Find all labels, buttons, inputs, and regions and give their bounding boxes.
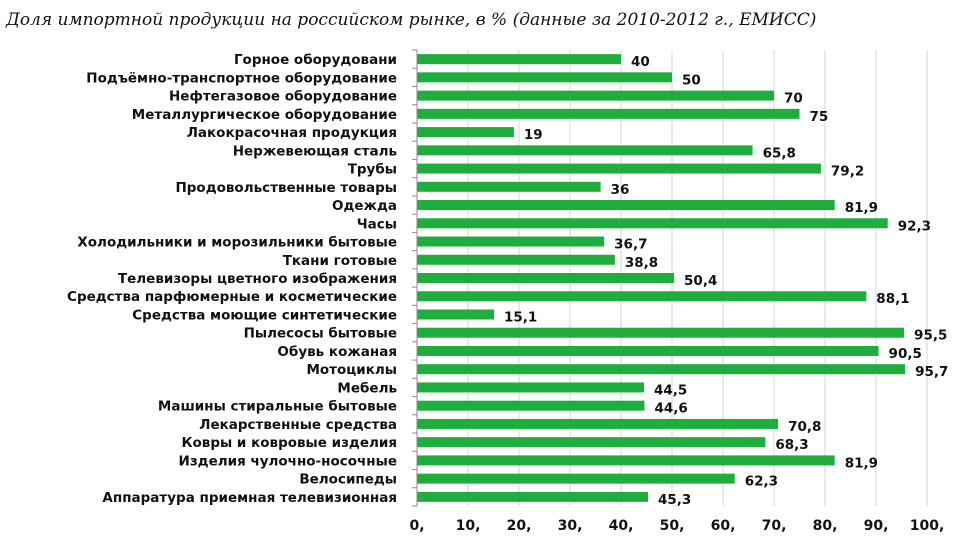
x-tick-label: 100, [910,518,945,534]
bar [417,236,605,247]
category-label: Холодильники и морозильники бытовые [77,235,397,251]
value-label: 50 [682,72,701,88]
category-label: Обувь кожаная [277,344,397,360]
bar [417,345,879,356]
x-tick-label: 0, [409,518,424,534]
bar [417,127,514,138]
value-label: 81,9 [845,455,878,471]
category-label: Подъёмно-транспортное оборудование [86,70,397,86]
bar [417,90,774,101]
bar [417,273,675,283]
value-label: 50,4 [684,273,717,289]
category-label: Трубы [348,162,397,178]
bar [417,200,835,211]
bar [417,491,649,502]
x-tick-label: 90, [864,518,889,534]
bar [417,54,621,65]
bar [417,382,644,393]
bar [417,181,601,192]
category-label: Лекарственные средства [199,417,397,433]
category-label: Горное оборудовани [234,52,397,68]
x-tick-label: 60, [711,518,736,534]
category-label: Средства моющие синтетические [132,307,397,323]
value-label: 90,5 [889,346,922,362]
category-label: Лакокрасочная продукция [187,125,397,141]
category-label: Часы [357,216,397,232]
axes [412,49,418,507]
value-label: 88,1 [876,291,909,307]
x-tick-label: 50, [660,518,685,534]
bar [417,309,495,320]
category-label: Изделия чулочно-носочные [179,453,397,469]
x-axis-tick-labels: 0, 10, 20, 30, 40, 50, 60, 70, 80, 90, 100, [409,518,944,534]
bar [417,108,800,119]
category-label: Телевизоры цветного изображения [118,271,397,287]
category-label: Велосипеды [299,472,397,488]
category-label: Металлургическое оборудование [132,107,397,123]
bar [417,418,779,429]
value-label: 62,3 [745,474,778,490]
x-tick-label: 20, [507,518,532,534]
chart-title: Доля импортной продукции на российском р… [6,10,817,30]
bars [417,54,906,502]
bar [417,437,766,448]
category-label: Ткани готовые [283,253,397,269]
bar [417,254,615,265]
category-label: Мебель [337,380,397,396]
value-label: 92,3 [898,218,931,234]
bar [417,364,906,375]
category-label: Одежда [332,198,397,214]
x-tick-label: 10, [456,518,481,534]
x-tick-label: 80, [813,518,838,534]
value-label: 38,8 [625,255,658,271]
x-tick-label: 70, [762,518,787,534]
value-label: 40 [631,54,650,70]
category-labels: Горное оборудовани Подъёмно-транспортное … [67,52,397,506]
category-label: Нержевеющая сталь [233,143,397,159]
category-label: Ковры и ковровые изделия [182,435,398,451]
value-label: 70,8 [788,419,821,435]
x-tick-label: 30, [558,518,583,534]
bar [417,145,753,156]
category-label: Средства парфюмерные и косметические [67,289,397,305]
value-label: 19 [524,127,543,143]
value-label: 81,9 [845,200,878,216]
value-labels: 40 50 70 75 19 65,8 79,2 36 81,9 92,3 36,7 38,8 50,4… [504,54,948,508]
bar [417,455,835,466]
value-label: 75 [810,109,829,125]
value-label: 95,5 [914,328,947,344]
bar [417,72,672,83]
bar [417,218,888,229]
value-label: 36,7 [614,237,647,253]
value-label: 44,6 [654,401,687,417]
value-label: 15,1 [504,309,537,325]
value-label: 79,2 [831,164,864,180]
category-label: Продовольственные товары [175,180,397,196]
bar [417,291,867,302]
category-label: Мотоциклы [306,362,397,378]
bar [417,473,735,484]
x-tick-label: 40, [609,518,634,534]
value-label: 45,3 [658,492,691,508]
value-label: 68,3 [775,437,808,453]
category-label: Аппаратура приемная телевизионная [102,490,397,506]
value-label: 70 [784,91,803,107]
category-label: Нефтегазовое оборудование [169,89,397,105]
category-label: Пылесосы бытовые [244,326,397,342]
value-label: 95,7 [915,364,948,380]
value-label: 36 [611,182,630,198]
bar [417,163,821,174]
bar [417,327,905,338]
value-label: 65,8 [763,145,796,161]
bar [417,400,645,411]
category-label: Машины стиральные бытовые [158,399,397,415]
value-label: 44,5 [654,382,687,398]
